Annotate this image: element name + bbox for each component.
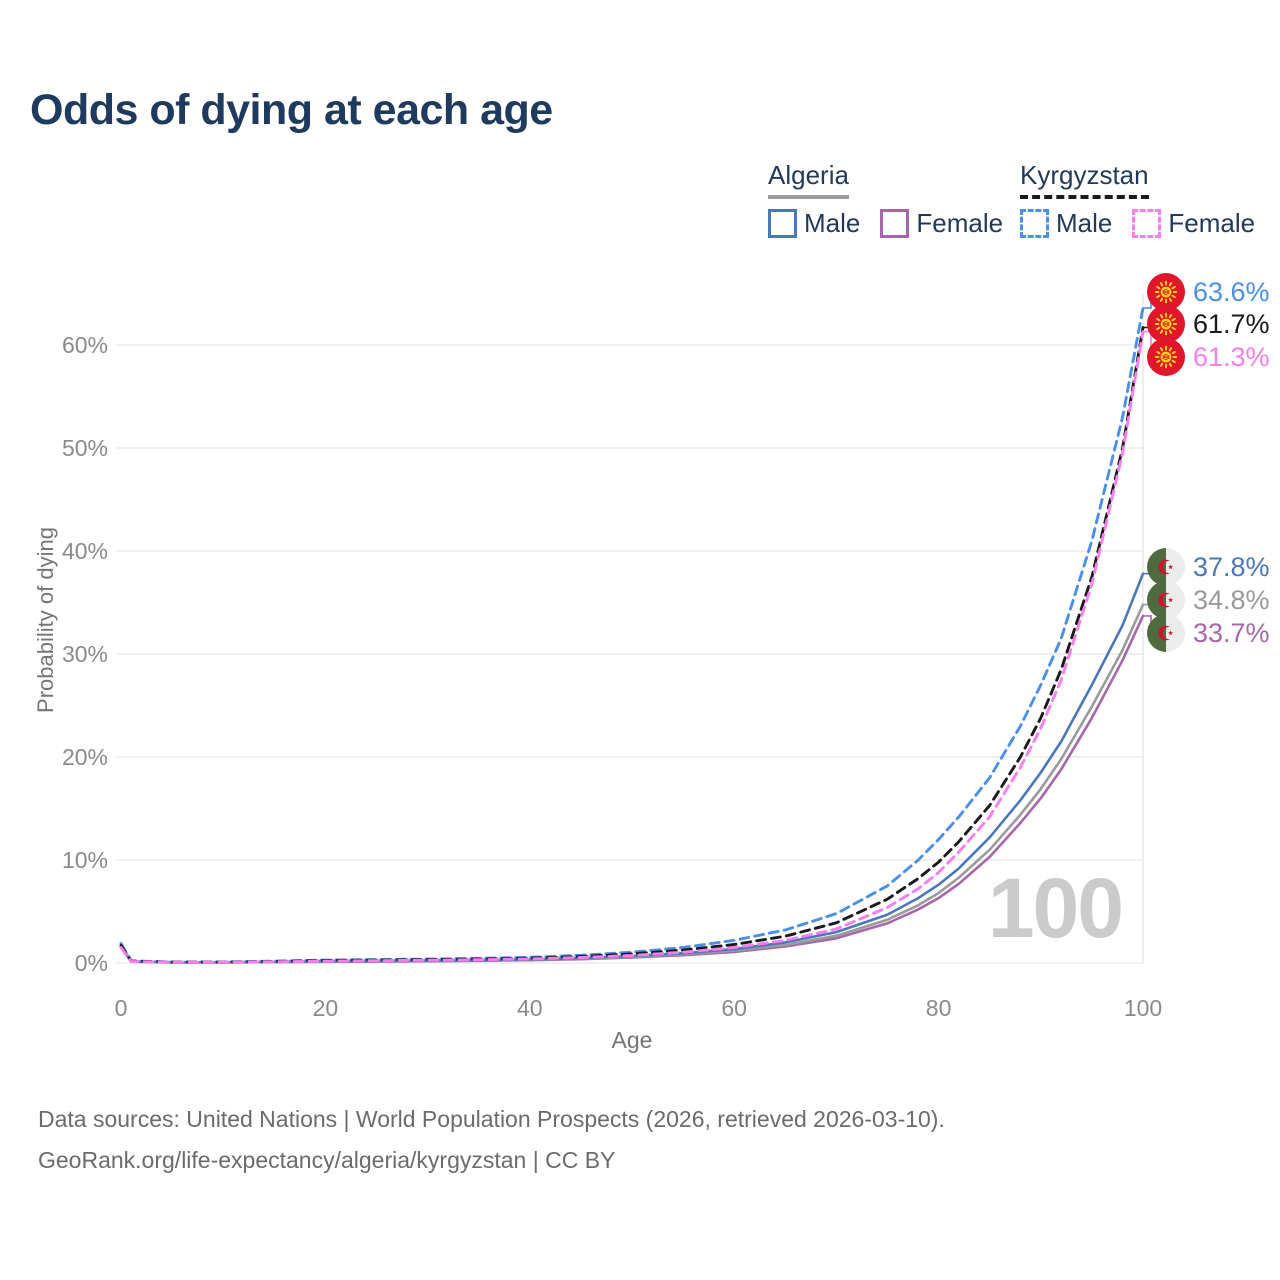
legend-item-kyrgyzstan-male[interactable]: Male <box>1020 208 1112 239</box>
footer-attribution: GeoRank.org/life-expectancy/algeria/kyrg… <box>38 1147 616 1174</box>
legend-label-kyrgyzstan-male: Male <box>1056 208 1113 238</box>
end-label-algeria-both: 34.8% <box>1146 580 1270 620</box>
legend-item-kyrgyzstan-female[interactable]: Female <box>1132 208 1255 239</box>
end-value-algeria-male: 37.8% <box>1193 551 1270 582</box>
end-label-algeria-female: 33.7% <box>1146 613 1270 653</box>
end-label-algeria-male: 37.8% <box>1146 547 1270 587</box>
kyrgyzstan-male-swatch-icon <box>1020 209 1049 238</box>
x-tick-label: 0 <box>115 995 128 1021</box>
footer: Data sources: United Nations | World Pop… <box>38 1104 945 1186</box>
legend-label-algeria-female: Female <box>916 208 1004 238</box>
x-tick-label: 60 <box>721 995 747 1021</box>
end-value-kyrgyzstan-both: 61.7% <box>1193 308 1270 339</box>
x-tick-label: 20 <box>313 995 339 1021</box>
legend-row-kyrgyzstan: Male Female <box>1020 208 1275 239</box>
legend-country-kyrgyzstan[interactable]: Kyrgyzstan <box>1020 160 1149 199</box>
series-line-kyrgyzstan-female[interactable] <box>119 330 1145 964</box>
end-label-kyrgyzstan-male: 63.6% <box>1146 272 1270 312</box>
end-value-algeria-female: 33.7% <box>1193 617 1270 648</box>
hover-age-watermark: 100 <box>987 861 1124 955</box>
x-tick-label: 80 <box>926 995 952 1021</box>
end-label-kyrgyzstan-both: 61.7% <box>1146 304 1270 344</box>
page-title: Odds of dying at each age <box>30 86 553 134</box>
y-tick-label: 60% <box>62 332 108 358</box>
algeria-flag-icon <box>1146 613 1186 653</box>
legend-row-algeria: Male Female <box>768 208 1023 239</box>
end-value-algeria-both: 34.8% <box>1193 584 1270 615</box>
legend-label-kyrgyzstan-female: Female <box>1168 208 1256 238</box>
chart-plot-area[interactable]: 0% 10% 20% 30% 40% 50% 60% 0 20 40 60 80 100 <box>0 0 1280 1080</box>
y-tick-label: 20% <box>62 744 108 770</box>
y-tick-label: 10% <box>62 847 108 873</box>
end-value-kyrgyzstan-male: 63.6% <box>1193 276 1270 307</box>
legend-label-algeria-male: Male <box>804 208 861 238</box>
legend-group-kyrgyzstan: Kyrgyzstan Male Female <box>1020 160 1275 239</box>
footer-data-sources: Data sources: United Nations | World Pop… <box>38 1106 945 1132</box>
y-tick-label: 30% <box>62 641 108 667</box>
kyrgyzstan-female-swatch-icon <box>1132 209 1162 238</box>
legend-item-algeria-female[interactable]: Female <box>880 208 1003 239</box>
legend-country-algeria[interactable]: Algeria <box>768 160 849 199</box>
x-tick-label: 40 <box>517 995 543 1021</box>
y-tick-label: 40% <box>62 538 108 564</box>
kyrgyzstan-flag-icon <box>1146 337 1186 377</box>
y-tick-label: 0% <box>75 950 108 976</box>
end-label-kyrgyzstan-female: 61.3% <box>1146 337 1270 377</box>
legend-group-algeria: Algeria Male Female <box>768 160 1023 239</box>
legend-item-algeria-male[interactable]: Male <box>768 208 860 239</box>
algeria-male-swatch-icon <box>768 209 797 238</box>
y-tick-label: 50% <box>62 435 108 461</box>
series-line-kyrgyzstan-both[interactable] <box>119 326 1145 964</box>
x-axis-title: Age <box>611 1027 653 1053</box>
y-axis-title: Probability of dying <box>33 527 58 713</box>
algeria-female-swatch-icon <box>880 209 910 238</box>
end-value-kyrgyzstan-female: 61.3% <box>1193 341 1270 372</box>
x-tick-label: 100 <box>1124 995 1162 1021</box>
